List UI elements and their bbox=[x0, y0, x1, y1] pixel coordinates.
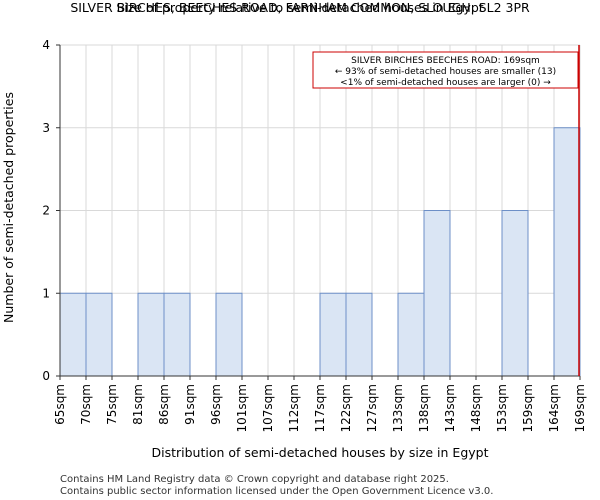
x-tick-label: 65sqm bbox=[53, 384, 67, 425]
bar-layer bbox=[59, 127, 581, 377]
label-layer: 0 1 2 3 4 65sqm 70sqm 75sqm 81sqm 86sqm 91sqm 96sqm… bbox=[1, 38, 587, 460]
x-tick-label: 86sqm bbox=[157, 384, 171, 425]
x-axis-title: Distribution of semi-detached houses by … bbox=[152, 445, 489, 460]
y-tick-label: 3 bbox=[42, 121, 50, 135]
x-tick-label: 127sqm bbox=[365, 384, 379, 432]
histogram-bar bbox=[501, 210, 529, 377]
x-tick-label: 143sqm bbox=[443, 384, 457, 432]
x-tick-label: 133sqm bbox=[391, 384, 405, 432]
axis-layer bbox=[56, 44, 581, 380]
x-tick-label: 91sqm bbox=[183, 384, 197, 425]
histogram-bar bbox=[85, 292, 113, 377]
histogram-bar bbox=[423, 210, 451, 377]
annotation-line: ← 93% of semi-detached houses are smalle… bbox=[335, 67, 556, 77]
x-tick-label: 101sqm bbox=[235, 384, 249, 432]
x-tick-label: 75sqm bbox=[105, 384, 119, 425]
histogram-bar bbox=[345, 292, 373, 377]
x-tick-label: 107sqm bbox=[261, 384, 275, 432]
x-tick-label: 70sqm bbox=[79, 384, 93, 425]
histogram-chart: 0 1 2 3 4 65sqm 70sqm 75sqm 81sqm 86sqm 91sqm 96sqm… bbox=[1, 38, 587, 460]
x-tick-label: 117sqm bbox=[313, 384, 327, 432]
x-tick-label: 159sqm bbox=[521, 384, 535, 432]
y-tick-label: 4 bbox=[42, 38, 50, 52]
y-tick-label: 2 bbox=[42, 204, 50, 218]
x-tick-label: 96sqm bbox=[209, 384, 223, 425]
chart-subtitle: Size of property relative to semi-detach… bbox=[116, 0, 484, 15]
footer-copyright: Contains HM Land Registry data © Crown c… bbox=[60, 474, 449, 485]
x-tick-label: 153sqm bbox=[495, 384, 509, 432]
histogram-bar bbox=[319, 292, 347, 377]
histogram-bar bbox=[163, 292, 191, 377]
footer-licence: Contains public sector information licen… bbox=[60, 486, 494, 497]
histogram-bar bbox=[397, 292, 425, 377]
histogram-bar bbox=[215, 292, 243, 377]
histogram-bar bbox=[59, 292, 87, 377]
annotation-layer: SILVER BIRCHES BEECHES ROAD: 169sqm← 93%… bbox=[312, 45, 580, 376]
chart-title: SILVER BIRCHES, BEECHES ROAD, FARNHAM CO… bbox=[70, 0, 530, 15]
annotation-line: SILVER BIRCHES BEECHES ROAD: 169sqm bbox=[351, 56, 540, 66]
histogram-bar bbox=[553, 127, 581, 377]
x-tick-label: 112sqm bbox=[287, 384, 301, 432]
x-tick-label: 122sqm bbox=[339, 384, 353, 432]
y-axis-title: Number of semi-detached properties bbox=[1, 92, 16, 323]
x-tick-label: 164sqm bbox=[547, 384, 561, 432]
x-tick-label: 148sqm bbox=[469, 384, 483, 432]
y-tick-label: 0 bbox=[42, 369, 50, 383]
annotation-line: <1% of semi-detached houses are larger (… bbox=[340, 78, 551, 88]
histogram-bar bbox=[137, 292, 165, 377]
x-tick-label: 81sqm bbox=[131, 384, 145, 425]
x-tick-label: 138sqm bbox=[417, 384, 431, 432]
x-tick-label: 169sqm bbox=[573, 384, 587, 432]
annotation-box bbox=[312, 51, 579, 89]
y-tick-label: 1 bbox=[42, 286, 50, 300]
